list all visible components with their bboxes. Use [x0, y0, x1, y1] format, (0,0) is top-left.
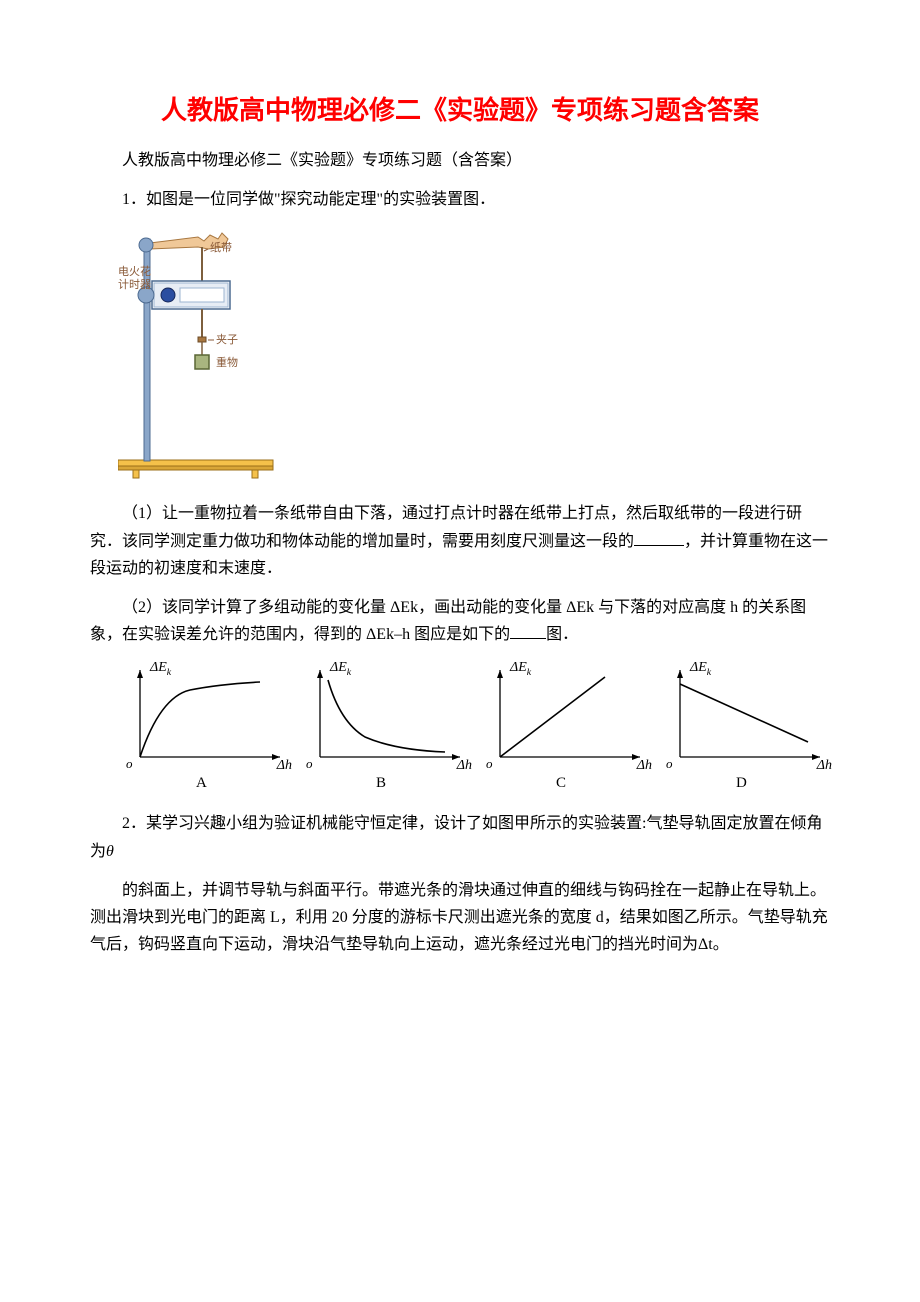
chart-letter: C	[556, 775, 566, 792]
x-axis-label: Δh	[817, 758, 832, 774]
theta-symbol: θ	[106, 843, 114, 860]
chart-c: ΔEk o Δh C	[480, 662, 650, 792]
question1-intro: 1．如图是一位同学做"探究动能定理"的实验装置图．	[90, 186, 830, 213]
svg-text:纸带: 纸带	[210, 241, 232, 254]
chart-letter: A	[196, 775, 207, 792]
chart-d: ΔEk o Δh D	[660, 662, 830, 792]
q1p2-text-a: （2）该同学计算了多组动能的变化量 ΔEk，画出动能的变化量 ΔEk 与下落的对…	[90, 599, 806, 643]
chart-a: ΔEk o Δh A	[120, 662, 290, 792]
svg-text:夹子: 夹子	[216, 333, 238, 346]
q2-intro-text: 2．某学习兴趣小组为验证机械能守恒定律，设计了如图甲所示的实验装置:气垫导轨固定…	[90, 815, 822, 859]
origin-label: o	[126, 756, 133, 772]
chart-letter: B	[376, 775, 386, 792]
chart-letter: D	[736, 775, 747, 792]
blank-field-2	[510, 622, 546, 639]
document-subtitle: 人教版高中物理必修二《实验题》专项练习题（含答案）	[90, 147, 830, 174]
question2-intro: 2．某学习兴趣小组为验证机械能守恒定律，设计了如图甲所示的实验装置:气垫导轨固定…	[90, 810, 830, 864]
svg-text:重物: 重物	[216, 355, 238, 369]
y-axis-label: ΔEk	[150, 660, 171, 678]
svg-text:电火花: 电火花	[118, 265, 151, 278]
x-axis-label: Δh	[277, 758, 292, 774]
origin-label: o	[306, 756, 313, 772]
origin-label: o	[486, 756, 493, 772]
y-axis-label: ΔEk	[330, 660, 351, 678]
question1-part2: （2）该同学计算了多组动能的变化量 ΔEk，画出动能的变化量 ΔEk 与下落的对…	[90, 594, 830, 648]
x-axis-label: Δh	[637, 758, 652, 774]
document-page: 人教版高中物理必修二《实验题》专项练习题含答案 人教版高中物理必修二《实验题》专…	[0, 0, 920, 1030]
q1p2-text-b: 图．	[546, 626, 578, 643]
document-title: 人教版高中物理必修二《实验题》专项练习题含答案	[90, 90, 830, 127]
y-axis-label: ΔEk	[510, 660, 531, 678]
apparatus-diagram: 纸带 电火花 计时器 夹子 重物	[118, 225, 830, 480]
svg-text:计时器: 计时器	[118, 278, 151, 291]
question1-part1: （1）让一重物拉着一条纸带自由下落，通过打点计时器在纸带上打点，然后取纸带的一段…	[90, 500, 830, 582]
origin-label: o	[666, 756, 673, 772]
question2-body: 的斜面上，并调节导轨与斜面平行。带遮光条的滑块通过伸直的细线与钩码拴在一起静止在…	[90, 877, 830, 959]
charts-row: ΔEk o Δh A ΔEk o Δh B	[120, 662, 830, 792]
y-axis-label: ΔEk	[690, 660, 711, 678]
x-axis-label: Δh	[457, 758, 472, 774]
blank-field	[634, 529, 684, 546]
chart-b: ΔEk o Δh B	[300, 662, 470, 792]
